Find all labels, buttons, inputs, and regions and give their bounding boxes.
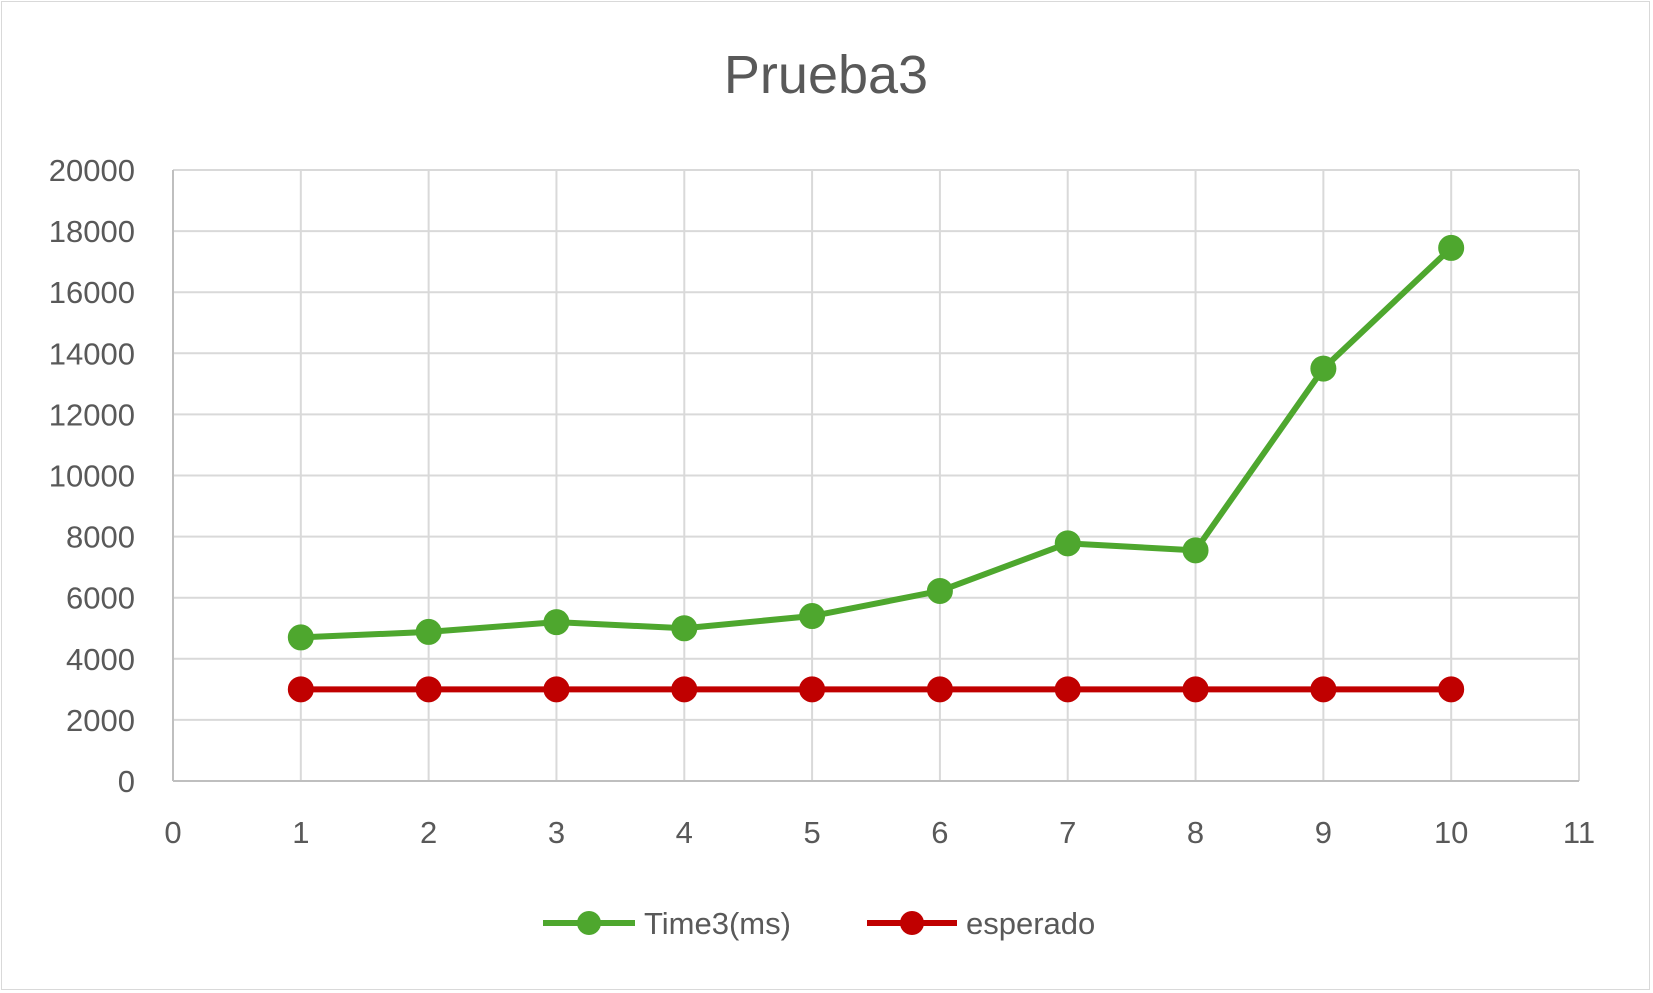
x-tick-label: 6 xyxy=(931,815,948,850)
grid-lines xyxy=(173,169,1580,781)
data-point xyxy=(543,676,570,703)
legend-marker xyxy=(577,911,601,935)
data-point xyxy=(1438,676,1465,703)
y-tick-label: 12000 xyxy=(49,397,135,432)
chart-title: Prueba3 xyxy=(724,45,928,105)
x-tick-label: 7 xyxy=(1059,815,1076,850)
legend-label: Time3(ms) xyxy=(644,906,791,941)
y-axis-tick-labels: 0 2000 4000 6000 8000 10000 12000 14000 16000 180… xyxy=(49,153,135,799)
x-tick-label: 9 xyxy=(1315,815,1332,850)
data-point xyxy=(1182,537,1209,564)
data-point xyxy=(1054,530,1081,557)
y-tick-label: 0 xyxy=(118,764,135,799)
y-tick-label: 16000 xyxy=(49,275,135,310)
y-tick-label: 14000 xyxy=(49,336,135,371)
y-tick-label: 8000 xyxy=(66,520,135,555)
y-tick-label: 10000 xyxy=(49,459,135,494)
x-tick-label: 2 xyxy=(420,815,437,850)
x-axis-tick-labels: 0 1 2 3 4 5 6 7 8 9 10 11 xyxy=(164,815,1595,850)
data-point xyxy=(799,676,826,703)
y-tick-label: 18000 xyxy=(49,214,135,249)
series-time3-ms- xyxy=(287,234,1465,651)
data-point xyxy=(671,676,698,703)
data-point xyxy=(415,676,442,703)
x-tick-label: 1 xyxy=(292,815,309,850)
data-point xyxy=(1310,355,1337,382)
data-point xyxy=(415,618,442,645)
legend-label: esperado xyxy=(966,906,1095,941)
x-tick-label: 11 xyxy=(1563,815,1595,850)
x-tick-label: 4 xyxy=(676,815,693,850)
x-tick-label: 0 xyxy=(164,815,181,850)
x-tick-label: 3 xyxy=(548,815,565,850)
x-tick-label: 8 xyxy=(1187,815,1204,850)
data-point xyxy=(287,624,314,651)
data-point xyxy=(1182,676,1209,703)
axes xyxy=(172,170,1579,782)
y-tick-label: 2000 xyxy=(66,703,135,738)
legend: Time3(ms) esperado xyxy=(543,906,1095,941)
series-line xyxy=(300,245,1454,641)
data-point xyxy=(799,603,826,630)
series-layer xyxy=(287,234,1465,703)
data-point xyxy=(1438,234,1465,261)
data-point xyxy=(671,615,698,642)
data-point xyxy=(1310,676,1337,703)
series-esperado xyxy=(287,676,1465,703)
data-point xyxy=(287,676,314,703)
y-tick-label: 20000 xyxy=(49,153,135,188)
x-tick-label: 5 xyxy=(803,815,820,850)
data-point xyxy=(926,577,953,604)
legend-item: Time3(ms) xyxy=(543,906,791,941)
y-tick-label: 4000 xyxy=(66,642,135,677)
legend-item: esperado xyxy=(867,906,1095,941)
data-point xyxy=(1054,676,1081,703)
x-tick-label: 10 xyxy=(1434,815,1468,850)
y-tick-label: 6000 xyxy=(66,581,135,616)
data-point xyxy=(543,609,570,636)
data-point xyxy=(926,676,953,703)
legend-marker xyxy=(900,911,924,935)
